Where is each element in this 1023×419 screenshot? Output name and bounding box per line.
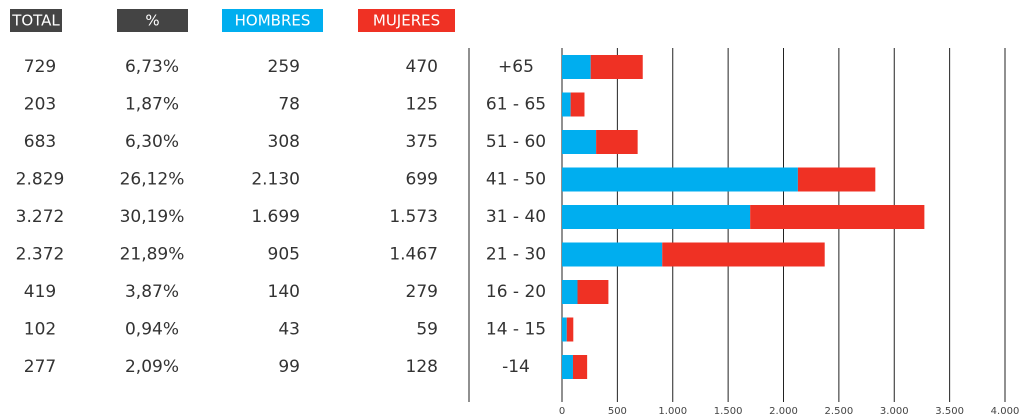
category-label: 16 - 20 — [486, 282, 546, 302]
x-tick-label: 2.000 — [769, 406, 798, 417]
bar — [590, 55, 643, 79]
percent-cell: 21,89% — [120, 245, 185, 265]
bar — [562, 55, 591, 79]
men-cell: 259 — [268, 57, 300, 77]
men-cell: 1.699 — [251, 207, 300, 227]
percent-cell: 30,19% — [120, 207, 185, 227]
x-tick-label: 500 — [608, 406, 627, 417]
category-label: 51 - 60 — [486, 132, 546, 152]
total-cell: 102 — [24, 320, 56, 340]
header-label: % — [145, 12, 159, 30]
men-cell: 905 — [268, 245, 300, 265]
category-label: 21 - 30 — [486, 245, 546, 265]
x-tick-label: 1.500 — [714, 406, 743, 417]
men-cell: 99 — [278, 357, 300, 377]
percent-cell: 0,94% — [125, 320, 179, 340]
percent-cell: 2,09% — [125, 357, 179, 377]
bar — [566, 317, 574, 342]
women-cell: 1.573 — [389, 207, 438, 227]
x-tick-label: 1.000 — [658, 406, 687, 417]
header-label: TOTAL — [11, 12, 60, 30]
women-cell: 59 — [416, 320, 438, 340]
percent-cell: 26,12% — [120, 170, 185, 190]
bar — [570, 92, 585, 117]
men-cell: 140 — [268, 282, 300, 302]
category-label: 41 - 50 — [486, 170, 546, 190]
header-label: MUJERES — [373, 12, 440, 30]
header-box — [10, 9, 62, 32]
bar — [562, 205, 751, 229]
percent-cell: 6,73% — [125, 57, 179, 77]
total-cell: 2.372 — [16, 245, 65, 265]
women-cell: 125 — [406, 95, 438, 115]
men-cell: 2.130 — [251, 170, 300, 190]
x-tick-label: 3.500 — [935, 406, 964, 417]
women-cell: 470 — [406, 57, 438, 77]
bar — [750, 205, 925, 229]
total-cell: 277 — [24, 357, 56, 377]
men-cell: 308 — [268, 132, 300, 152]
category-label: 61 - 65 — [486, 95, 546, 115]
bar — [577, 280, 609, 304]
percent-cell: 3,87% — [125, 282, 179, 302]
category-label: 14 - 15 — [486, 320, 546, 340]
bar — [662, 242, 825, 267]
percent-cell: 1,87% — [125, 95, 179, 115]
women-cell: 699 — [406, 170, 438, 190]
category-label: 31 - 40 — [486, 207, 546, 227]
header-box — [222, 9, 323, 32]
bar — [562, 167, 798, 192]
header-box — [117, 9, 188, 32]
bar — [562, 317, 567, 342]
category-label: +65 — [498, 57, 534, 77]
men-cell: 78 — [278, 95, 300, 115]
total-cell: 203 — [24, 95, 56, 115]
men-cell: 43 — [278, 320, 300, 340]
bar — [596, 130, 638, 154]
x-tick-label: 2.500 — [825, 406, 854, 417]
total-cell: 2.829 — [16, 170, 65, 190]
total-cell: 3.272 — [16, 207, 65, 227]
bar — [562, 280, 578, 304]
header-box — [358, 9, 455, 32]
bar — [797, 167, 876, 192]
percent-cell: 6,30% — [125, 132, 179, 152]
women-cell: 128 — [406, 357, 438, 377]
header-label: HOMBRES — [235, 12, 311, 30]
bar — [562, 355, 573, 379]
bar — [562, 130, 597, 154]
total-cell: 683 — [24, 132, 56, 152]
x-tick-label: 0 — [559, 406, 565, 417]
women-cell: 375 — [406, 132, 438, 152]
x-tick-label: 4.000 — [991, 406, 1020, 417]
women-cell: 279 — [406, 282, 438, 302]
bar — [562, 92, 571, 117]
x-tick-label: 3.000 — [880, 406, 909, 417]
bar — [572, 355, 588, 379]
women-cell: 1.467 — [389, 245, 438, 265]
category-label: -14 — [502, 357, 530, 377]
total-cell: 729 — [24, 57, 56, 77]
total-cell: 419 — [24, 282, 56, 302]
bar — [562, 242, 663, 267]
